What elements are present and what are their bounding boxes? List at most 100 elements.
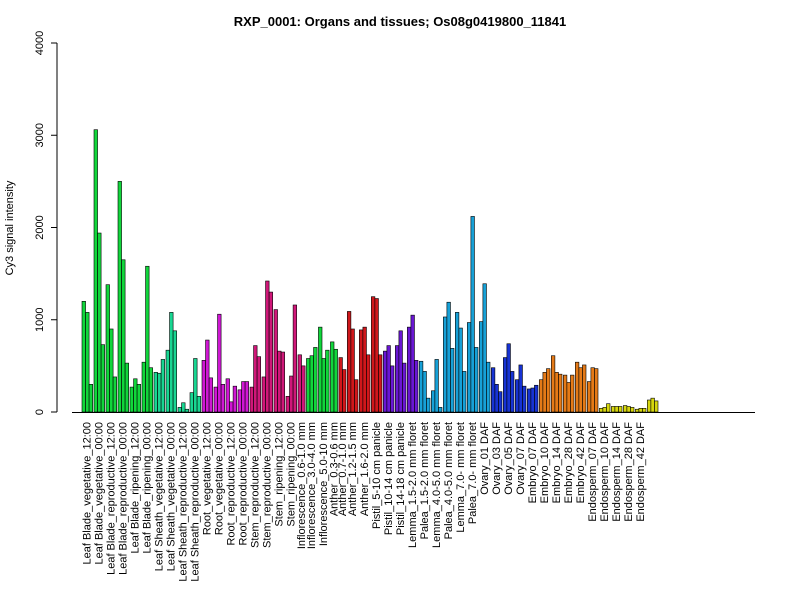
bar	[241, 381, 246, 413]
x-tick-label: Ovary_07 DAF	[515, 422, 527, 495]
bar	[141, 361, 146, 413]
x-tick-label: Ovary_05 DAF	[503, 422, 515, 495]
bar	[474, 347, 479, 413]
bar	[229, 401, 234, 413]
y-tick-label: 1000	[34, 308, 46, 332]
bar	[554, 372, 559, 413]
x-tick-label: Stem_reproductive_12:00	[250, 422, 262, 548]
bar	[606, 403, 611, 413]
y-tick-label: 3000	[34, 123, 46, 147]
bar	[395, 345, 400, 413]
bar	[181, 402, 186, 413]
x-tick-label: Embryo_14 DAF	[551, 422, 563, 504]
x-tick-label: Endosperm_28 DAF	[623, 422, 635, 522]
x-tick-label: Endosperm_10 DAF	[599, 422, 611, 522]
bar	[136, 384, 141, 413]
bar	[362, 326, 367, 413]
bar	[354, 379, 359, 413]
bar	[542, 372, 547, 413]
bar	[325, 349, 330, 413]
bar	[462, 371, 467, 413]
bar	[253, 345, 258, 413]
bar	[383, 350, 388, 413]
x-tick-label: Lemma_7.0- mm floret	[455, 422, 467, 533]
x-tick-label: Palea_1.5-2.0 mm floret	[419, 422, 431, 539]
bar	[289, 375, 294, 413]
bar	[414, 360, 419, 413]
x-tick-label: Root_vegetative_12:00	[202, 422, 214, 535]
y-axis: 0 1000 2000 3000 4000	[34, 31, 58, 415]
x-tick-label: Pistil_14-18 cm panicle	[395, 422, 407, 535]
x-tick-label: Endosperm_42 DAF	[635, 422, 647, 522]
bar	[217, 313, 222, 413]
y-axis-label: Cy3 signal intensity	[4, 180, 16, 275]
bar	[575, 361, 580, 413]
bar	[599, 408, 604, 413]
bar	[273, 309, 278, 413]
bar	[169, 312, 174, 413]
bar	[160, 359, 165, 413]
bar	[438, 407, 443, 413]
bar	[611, 406, 616, 413]
bar	[280, 351, 285, 413]
x-tick-label: Root_reproductive_00:00	[238, 422, 250, 546]
bar	[208, 377, 213, 413]
bar	[510, 371, 515, 413]
bar	[563, 374, 568, 413]
bar	[371, 296, 376, 413]
bar	[386, 345, 391, 413]
x-tick-label: Ovary_01 DAF	[479, 422, 491, 495]
bar	[443, 316, 448, 413]
bar	[630, 407, 635, 413]
bar	[503, 357, 508, 413]
bar	[455, 312, 460, 413]
bar	[654, 400, 659, 413]
bar	[112, 376, 117, 413]
bar	[261, 376, 266, 413]
bar	[515, 379, 520, 413]
bar	[470, 216, 475, 413]
x-tick-label: Anther_0.3-0.6 mm	[328, 422, 340, 516]
bar	[193, 358, 198, 413]
x-tick-label: Palea_7.0- mm floret	[467, 422, 479, 524]
bar	[534, 384, 539, 413]
bar	[566, 382, 571, 413]
bar	[268, 291, 273, 413]
bar	[578, 367, 583, 413]
x-tick-label: Leaf Sheath_reproductive_12:00	[178, 422, 190, 582]
bar	[402, 362, 407, 413]
bar	[117, 181, 122, 413]
x-tick-label: Leaf Sheath_vegetative_00:00	[166, 422, 178, 571]
y-tick-label: 2000	[34, 215, 46, 239]
bar	[638, 408, 643, 413]
bar	[153, 372, 158, 413]
x-tick-label: Stem_ripening_00:00	[286, 422, 298, 527]
bar	[491, 367, 496, 413]
bar	[498, 391, 503, 413]
x-tick-label: Palea_4.0-5.0 mm floret	[443, 422, 455, 539]
bar	[642, 408, 647, 413]
bar	[309, 355, 314, 413]
bar	[467, 322, 472, 413]
bar	[650, 397, 655, 413]
bar	[618, 406, 623, 413]
bar	[594, 368, 599, 413]
bar	[426, 397, 431, 413]
bar	[527, 388, 532, 413]
bar	[486, 361, 491, 413]
bar	[133, 378, 138, 413]
bar	[196, 396, 201, 413]
x-tick-label: Stem_ripening_12:00	[274, 422, 286, 527]
bar	[590, 367, 595, 413]
bar	[321, 358, 326, 413]
bar	[422, 371, 427, 413]
x-tick-label: Leaf Blade_ripening_12:00	[130, 422, 142, 554]
bar	[390, 365, 395, 413]
x-tick-label: Embryo_28 DAF	[563, 422, 575, 504]
x-tick-label: Anther_1.6-2.0 mm	[359, 422, 371, 516]
bar	[225, 378, 230, 413]
x-tick-label: Endosperm_14 DAF	[611, 422, 623, 522]
bar	[220, 384, 225, 413]
bar	[635, 408, 640, 413]
bar	[330, 341, 335, 413]
